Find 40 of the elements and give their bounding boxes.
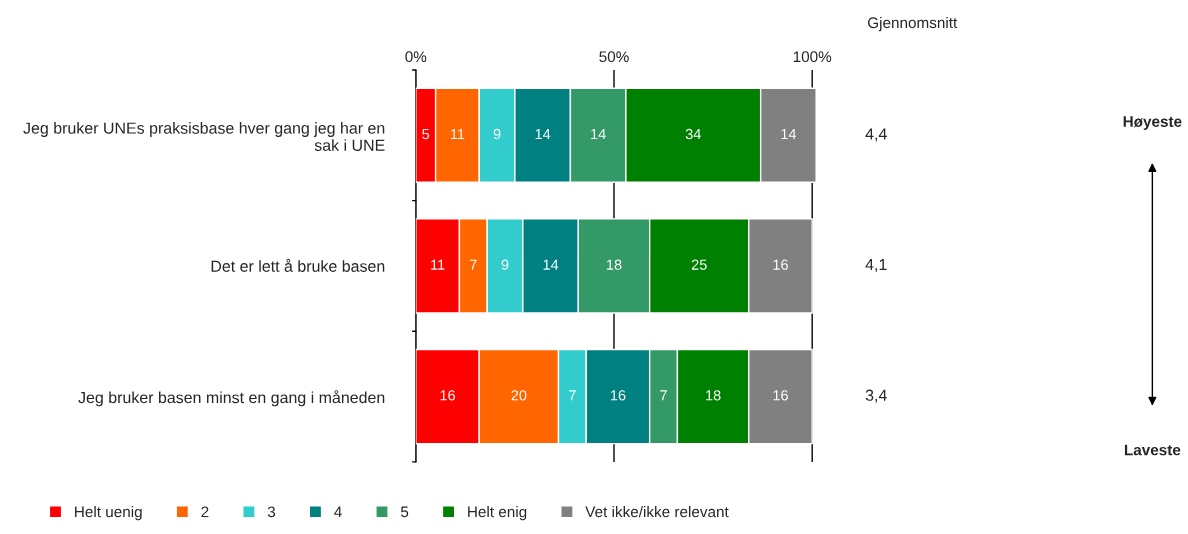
- data-label: 14: [543, 259, 559, 270]
- data-label: 14: [591, 129, 606, 140]
- text: Gjennomsnitt: [868, 16, 958, 32]
- x-tick-label: 0%: [405, 51, 427, 63]
- legend-label: 4: [334, 506, 342, 518]
- data-label: 5: [422, 129, 430, 140]
- data-label: 25: [691, 259, 707, 270]
- data-label: 11: [431, 259, 445, 270]
- legend-label: 3: [267, 506, 276, 518]
- data-label: 9: [501, 259, 509, 270]
- legend-label: 5: [400, 506, 409, 518]
- data-label: 11: [450, 129, 465, 140]
- data-label: 14: [535, 129, 551, 140]
- data-label: 16: [610, 390, 626, 401]
- text: Laveste: [1124, 444, 1181, 456]
- data-label: 7: [569, 390, 576, 401]
- x-tick-label: 100%: [793, 51, 832, 63]
- data-label: 34: [685, 128, 701, 140]
- y-tick-label: Jeg bruker UNEs praksisbase hver gang jeg har en sak i UNE: [23, 122, 385, 151]
- data-label: 18: [706, 390, 721, 401]
- legend-label: 2: [201, 506, 209, 518]
- data-label: 18: [607, 259, 622, 270]
- data-label: 20: [511, 390, 527, 401]
- data-label: 14: [781, 129, 797, 140]
- text: 4,1: [865, 259, 887, 273]
- x-tick-label: 50%: [599, 51, 629, 63]
- data-label: 16: [773, 259, 788, 270]
- legend-label: Helt uenig: [75, 506, 142, 521]
- text: 4,4: [865, 128, 887, 142]
- text: 3,4: [865, 389, 887, 403]
- data-label: 16: [773, 390, 788, 401]
- legend-label: Vet ikke/ikke relevant: [585, 506, 729, 518]
- data-label: 7: [660, 390, 667, 401]
- data-label: 9: [493, 128, 501, 140]
- y-tick-label: Det er lett å bruke basen: [211, 258, 385, 272]
- data-label: 7: [469, 259, 477, 270]
- y-tick-label: Jeg bruker basen minst en gang i måneden: [78, 390, 385, 407]
- legend-label: Helt enig: [468, 506, 527, 521]
- data-label: 16: [440, 390, 455, 401]
- text: Høyeste: [1123, 116, 1182, 130]
